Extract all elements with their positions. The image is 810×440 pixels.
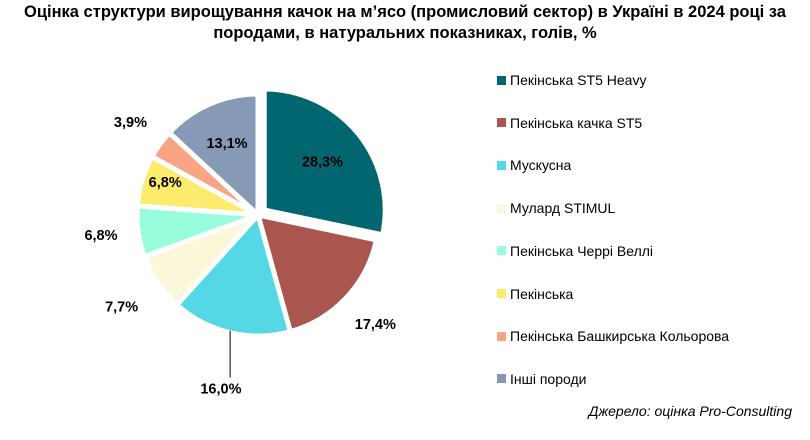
legend-item: Мулард STIMUL bbox=[497, 198, 615, 218]
legend-item: Пекінська ST5 Heavy bbox=[497, 70, 646, 90]
data-label: 13,1% bbox=[206, 136, 247, 152]
data-label: 3,9% bbox=[114, 115, 147, 131]
legend-swatch bbox=[497, 374, 506, 384]
pie-slice bbox=[166, 91, 261, 218]
pie-slice bbox=[261, 86, 388, 238]
legend-item: Інші породи bbox=[497, 369, 586, 389]
legend-label: Пекінська bbox=[510, 285, 574, 302]
data-label: 28,3% bbox=[302, 155, 343, 171]
legend-label: Пекінська ST5 Heavy bbox=[510, 72, 647, 88]
pie-slice bbox=[255, 212, 379, 335]
legend-swatch bbox=[497, 203, 506, 213]
legend-swatch bbox=[497, 118, 506, 128]
legend-item: Пекінська качка ST5 bbox=[497, 113, 642, 133]
data-label: 16,0% bbox=[200, 381, 241, 397]
legend-item: Мускусна bbox=[497, 155, 571, 175]
legend-label: Пекінська качка ST5 bbox=[510, 114, 643, 131]
legend-item: Пекінська Башкирська Кольорова bbox=[497, 326, 729, 346]
data-label: 6,8% bbox=[149, 175, 182, 191]
legend-label: Мулард STIMUL bbox=[510, 200, 616, 217]
legend-label: Пекінська Черрі Веллі bbox=[510, 242, 654, 259]
legend-swatch bbox=[497, 331, 506, 341]
data-label: 7,7% bbox=[105, 299, 138, 315]
legend-label: Пекінська Башкирська Кольорова bbox=[510, 328, 730, 345]
legend-item: Пекінська Черрі Веллі bbox=[497, 241, 653, 261]
data-label: 17,4% bbox=[355, 317, 396, 333]
legend-label: Інші породи bbox=[510, 370, 587, 387]
data-label: 6,8% bbox=[84, 228, 117, 244]
legend-item: Пекінська bbox=[497, 284, 573, 304]
source-note: Джерело: оцінка Pro-Consulting bbox=[588, 403, 792, 419]
legend-label: Мускусна bbox=[510, 157, 572, 174]
legend-swatch bbox=[497, 289, 506, 298]
legend-swatch bbox=[497, 246, 506, 256]
legend-swatch bbox=[497, 160, 506, 170]
chart-title: Оцінка структури вирощування качок на м’… bbox=[24, 3, 786, 42]
legend-swatch bbox=[497, 75, 506, 85]
